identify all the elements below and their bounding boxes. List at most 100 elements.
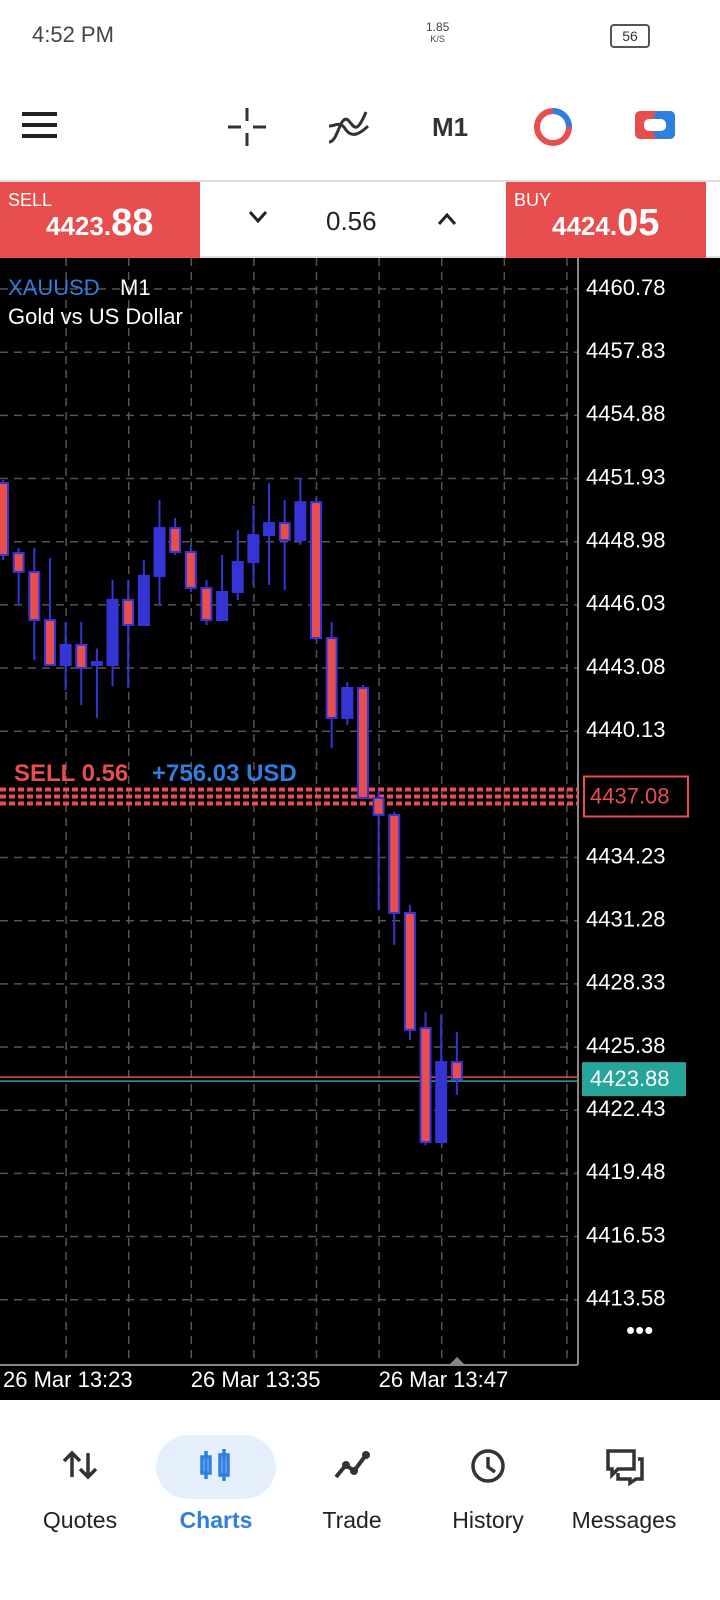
y-tick-label: 4413.58 [586, 1286, 666, 1311]
y-tick-label: 4457.83 [586, 338, 666, 363]
trade-bar: SELL 4423.88 0.56 BUY 4424.05 [0, 180, 720, 258]
status-bar: 4:52 PM 1.85 K/S 56 [0, 0, 720, 70]
account-icon[interactable] [634, 110, 676, 140]
nav-item[interactable]: Charts [156, 1435, 276, 1565]
menu-icon[interactable] [20, 110, 60, 140]
candle-body [59, 643, 72, 667]
crosshair-icon[interactable] [226, 106, 268, 148]
buy-price-small: 4424. [552, 211, 618, 241]
y-tick-label: 4425.38 [586, 1033, 666, 1058]
chart-timeframe: M1 [120, 275, 151, 300]
nav-item[interactable]: Trade [292, 1435, 412, 1565]
y-tick-label: 4440.13 [586, 717, 666, 742]
x-tick-label: 26 Mar 13:47 [379, 1367, 509, 1392]
bid-price: 4423.88 [590, 1066, 670, 1091]
nav-item[interactable]: History [428, 1435, 548, 1565]
y-tick-label: 4434.23 [586, 843, 666, 868]
y-tick-label: 4419.48 [586, 1159, 666, 1184]
candle-body [0, 482, 9, 556]
indicators-icon[interactable] [326, 106, 372, 146]
sell-price-small: 4423. [46, 211, 112, 241]
candle-body [435, 1061, 448, 1144]
y-tick-label: 4422.43 [586, 1096, 666, 1121]
lot-up[interactable] [437, 212, 457, 226]
nav-icon [334, 1451, 370, 1479]
x-tick-label: 26 Mar 13:23 [3, 1367, 133, 1392]
nav-label: History [452, 1507, 524, 1533]
sell-button[interactable]: SELL 4423.88 [0, 182, 200, 258]
candle-body [200, 586, 213, 622]
buy-price: 4424.05 [552, 202, 659, 245]
y-tick-label: 4416.53 [586, 1222, 666, 1247]
candle-body [294, 501, 307, 541]
candle-body [388, 813, 401, 914]
nav-icon [200, 1449, 230, 1481]
candle-body [216, 591, 229, 622]
buy-label: BUY [514, 190, 552, 210]
candle-body [184, 550, 197, 589]
candle-body [169, 527, 182, 553]
candle-body [278, 522, 291, 541]
candle-body [28, 570, 41, 622]
nav-label: Quotes [42, 1507, 118, 1533]
sell-price-big: 88 [111, 202, 154, 244]
candle-body [122, 598, 135, 627]
candle-body [231, 561, 244, 594]
position-profit: +756.03 USD [152, 760, 297, 787]
timeframe-button[interactable]: M1 [432, 112, 469, 142]
candle-body [341, 686, 354, 719]
candle-body [403, 911, 416, 1031]
candle-body [450, 1061, 463, 1081]
y-tick-label: 4448.98 [586, 528, 666, 553]
symbol-description: Gold vs US Dollar [8, 304, 183, 329]
nav-item[interactable]: Quotes [20, 1435, 140, 1565]
position-tag [583, 775, 689, 818]
more-button[interactable]: ••• [626, 1315, 653, 1345]
clock: 4:52 PM [32, 22, 114, 47]
x-tick-label: 26 Mar 13:35 [191, 1367, 321, 1392]
candle-body [12, 552, 25, 573]
bid-tag [582, 1062, 686, 1097]
candle-body [90, 661, 103, 667]
lot-size[interactable]: 0.56 [326, 206, 377, 236]
candle-body [75, 643, 88, 670]
nav-item[interactable]: Messages [564, 1435, 684, 1565]
position-price: 4437.08 [590, 783, 670, 808]
trade-icon[interactable] [532, 106, 574, 148]
position-label: SELL 0.56 [14, 760, 128, 787]
toolbar: M1 [0, 70, 720, 180]
net-speed: 1.85 K/S [426, 21, 449, 45]
candle-body [356, 686, 369, 800]
nav-icon [62, 1450, 98, 1480]
sell-label: SELL [8, 190, 53, 210]
battery: 56 [610, 24, 650, 48]
symbol[interactable]: XAUUSD [8, 275, 100, 300]
lot-down[interactable] [248, 210, 268, 224]
nav-active-pill [156, 1435, 276, 1499]
buy-price-big: 05 [617, 202, 660, 244]
y-tick-label: 4443.08 [586, 654, 666, 679]
y-tick-label: 4460.78 [586, 275, 666, 300]
chart: 4460.78 4457.83 4454.88 4451.93 4448.98 4446.… [0, 258, 720, 1400]
candle-body [106, 598, 119, 667]
nav-icon [606, 1449, 644, 1487]
nav-icon [471, 1449, 505, 1483]
buy-button[interactable]: BUY 4424.05 [506, 182, 706, 258]
sell-price: 4423.88 [46, 202, 153, 245]
nav-label: Trade [322, 1507, 382, 1533]
y-tick-label: 4451.93 [586, 464, 666, 489]
scroll-handle[interactable] [449, 1357, 465, 1365]
candle-body [325, 637, 338, 719]
y-tick-label: 4428.33 [586, 970, 666, 995]
candle-body [43, 619, 56, 667]
y-tick-label: 4446.03 [586, 591, 666, 616]
candle-body [310, 501, 322, 640]
y-tick-label: 4431.28 [586, 907, 666, 932]
candle-body [372, 797, 385, 816]
candle-body [153, 527, 166, 577]
nav-label: Charts [179, 1507, 253, 1533]
bottom-nav: Quotes Charts Trade History Messages [0, 1400, 720, 1600]
y-tick-label: 4454.88 [586, 401, 666, 426]
speed-unit: K/S [430, 34, 445, 44]
